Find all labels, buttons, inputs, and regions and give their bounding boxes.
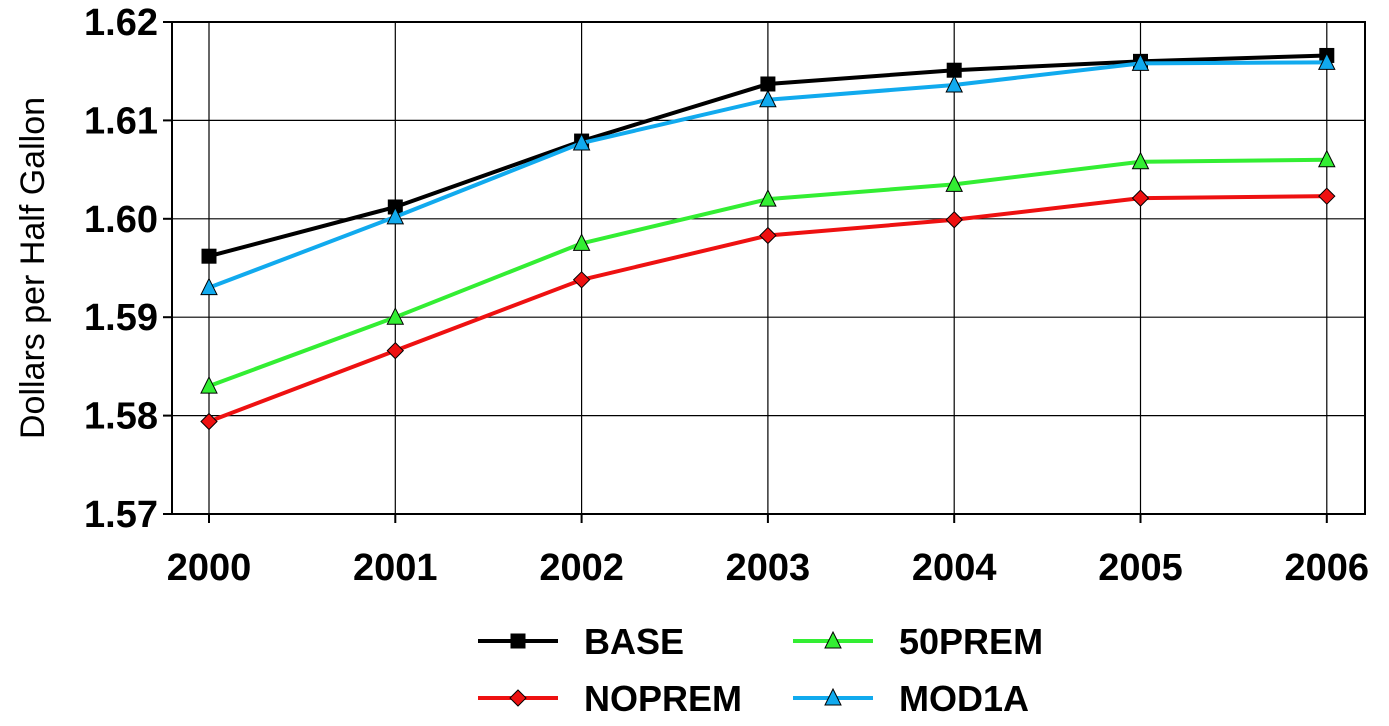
data-point-marker	[1131, 189, 1150, 207]
x-tick-label: 2000	[167, 547, 252, 589]
y-tick-label: 1.61	[84, 100, 158, 142]
data-point-marker	[760, 76, 776, 92]
data-point-marker	[572, 233, 591, 251]
data-point-marker	[759, 226, 777, 245]
data-point-marker	[1131, 151, 1150, 170]
legend-item-noprem: NOPREM	[478, 678, 742, 719]
data-point-marker	[1131, 53, 1150, 71]
legend-label: NOPREM	[584, 678, 742, 719]
data-point-marker	[200, 277, 218, 296]
data-point-marker	[1318, 187, 1336, 205]
x-tick-label: 2006	[1285, 547, 1370, 589]
y-axis-label: Dollars per Half Gallon	[14, 97, 52, 439]
legend-item-mod1a: MOD1A	[793, 678, 1029, 719]
series-lines	[200, 47, 1336, 431]
data-point-marker	[386, 341, 405, 360]
y-tick-label: 1.58	[84, 396, 158, 438]
x-tick-label: 2003	[726, 547, 811, 589]
x-tick-label: 2004	[912, 547, 997, 589]
x-tick-labels: 2000 2001 2002 2003 2004 2005 2006	[167, 547, 1369, 589]
y-tick-label: 1.62	[84, 2, 158, 44]
series-noprem	[200, 187, 1336, 431]
data-point-marker	[510, 633, 526, 649]
data-point-marker	[200, 375, 218, 394]
data-point-marker	[824, 687, 842, 706]
data-point-marker	[386, 307, 405, 325]
data-point-marker	[1317, 149, 1336, 168]
data-point-marker	[572, 132, 591, 151]
data-point-marker	[759, 189, 777, 207]
data-point-marker	[945, 74, 964, 93]
tick-marks	[163, 21, 1328, 523]
legend-item-50prem: 50PREM	[793, 621, 1043, 662]
data-point-marker	[824, 630, 842, 649]
legend-label: BASE	[584, 621, 684, 662]
y-tick-label: 1.60	[84, 199, 158, 241]
series-mod1a	[200, 52, 1336, 296]
legend-label: 50PREM	[899, 621, 1043, 662]
legend-label: MOD1A	[899, 678, 1029, 719]
series-50prem	[200, 149, 1336, 394]
y-tick-label: 1.59	[84, 297, 158, 339]
x-tick-label: 2005	[1098, 547, 1183, 589]
data-point-marker	[945, 211, 963, 229]
legend-item-base: BASE	[478, 621, 684, 662]
data-point-marker	[200, 412, 218, 431]
data-point-marker	[386, 206, 405, 225]
data-point-marker	[945, 174, 964, 192]
legend: BASE 50PREM NOPREM MOD1A	[478, 621, 1043, 719]
data-point-marker	[509, 689, 527, 707]
x-tick-label: 2001	[353, 547, 438, 589]
data-point-marker	[1317, 52, 1336, 70]
x-tick-label: 2002	[539, 547, 624, 589]
data-point-marker	[759, 89, 777, 108]
data-point-marker	[572, 271, 591, 289]
data-point-marker	[201, 248, 217, 264]
y-tick-labels: 1.57 1.58 1.59 1.60 1.61 1.62	[84, 2, 158, 536]
y-tick-label: 1.57	[84, 494, 158, 536]
